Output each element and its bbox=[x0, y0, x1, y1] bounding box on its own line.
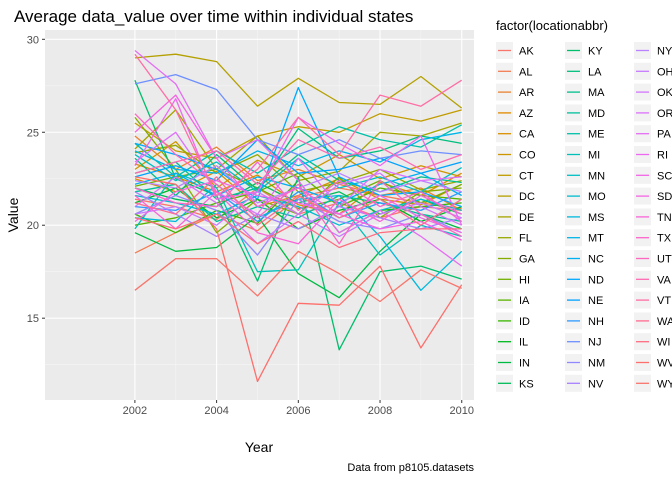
legend-label: OR bbox=[657, 108, 672, 120]
legend-label: MA bbox=[588, 87, 605, 99]
legend-label: CA bbox=[519, 129, 535, 141]
legend-label: OK bbox=[657, 87, 672, 99]
legend-label: ND bbox=[588, 274, 604, 286]
legend-label: IA bbox=[519, 295, 530, 307]
series-line-nv bbox=[134, 191, 462, 238]
series-line-wi bbox=[134, 213, 462, 249]
y-axis-title: Value bbox=[5, 197, 21, 232]
legend-label: MI bbox=[588, 150, 600, 162]
x-axis-title: Year bbox=[245, 439, 274, 455]
legend-title: factor(locationabbr) bbox=[496, 18, 608, 33]
legend-label: MO bbox=[588, 191, 606, 203]
legend-label: NJ bbox=[588, 337, 601, 349]
series-line-nj bbox=[134, 73, 462, 159]
series-line-ut bbox=[134, 113, 463, 245]
y-tick-label: 25 bbox=[27, 127, 39, 139]
series-line-dc bbox=[134, 53, 463, 109]
series-line-mi bbox=[134, 172, 462, 273]
y-tick-label: 15 bbox=[27, 313, 39, 325]
series-line-va bbox=[134, 139, 462, 185]
legend-label: OH bbox=[657, 66, 672, 78]
legend-label: NE bbox=[588, 295, 603, 307]
legend-label: WI bbox=[657, 337, 670, 349]
series-line-ok bbox=[134, 172, 462, 245]
legend-label: FL bbox=[519, 233, 532, 245]
x-tick-label: 2006 bbox=[286, 405, 310, 417]
legend-label: DC bbox=[519, 191, 535, 203]
legend-label: WV bbox=[657, 358, 672, 370]
legend-label: UT bbox=[657, 254, 672, 266]
series-line-nd bbox=[134, 86, 462, 208]
x-axis: 2002 2004 2006 2008 2010 bbox=[123, 400, 474, 417]
x-tick-label: 2004 bbox=[204, 405, 228, 417]
series-line-tn bbox=[134, 191, 462, 245]
series-line-sd bbox=[134, 94, 462, 241]
legend-label: SC bbox=[657, 170, 672, 182]
legend-label: AR bbox=[519, 87, 534, 99]
legend-label: NH bbox=[588, 316, 604, 328]
legend-label: TX bbox=[657, 233, 672, 245]
legend: AK AL AR AZ CA CO CT DC DE FL GA HI IA ID IL IN KS KY LA MA… bbox=[496, 42, 672, 392]
legend-label: VT bbox=[657, 295, 671, 307]
series-line-pa bbox=[134, 49, 463, 267]
legend-label: NV bbox=[588, 378, 604, 390]
legend-label: MS bbox=[588, 212, 605, 224]
legend-label: AL bbox=[519, 66, 532, 78]
series-line-wy bbox=[134, 250, 462, 303]
legend-label: AK bbox=[519, 46, 534, 58]
x-tick-label: 2002 bbox=[123, 405, 147, 417]
series-line-wv bbox=[134, 176, 463, 383]
legend-label: PA bbox=[657, 129, 672, 141]
legend-label: ME bbox=[588, 129, 605, 141]
legend-label: NY bbox=[657, 46, 672, 58]
legend-label: ID bbox=[519, 316, 530, 328]
x-tick-label: 2008 bbox=[368, 405, 392, 417]
legend-label: KS bbox=[519, 378, 534, 390]
y-tick-label: 20 bbox=[27, 220, 39, 232]
series-line-vt bbox=[134, 53, 463, 197]
legend-label: VA bbox=[657, 274, 672, 286]
legend-label: MN bbox=[588, 170, 605, 182]
series-line-sc bbox=[134, 179, 462, 234]
legend-label: IN bbox=[519, 358, 530, 370]
series-line-me bbox=[134, 124, 463, 178]
legend-label: KY bbox=[588, 46, 603, 58]
series-line-ne bbox=[134, 139, 462, 182]
series-line-la bbox=[134, 127, 462, 197]
series-line-ct bbox=[134, 109, 462, 159]
chart-caption: Data from p8105.datasets bbox=[347, 462, 474, 474]
legend-label: HI bbox=[519, 274, 530, 286]
legend-label: WY bbox=[657, 378, 672, 390]
series-line-or bbox=[134, 131, 462, 215]
legend-label: TN bbox=[657, 212, 672, 224]
legend-label: CO bbox=[519, 150, 536, 162]
legend-label: CT bbox=[519, 170, 534, 182]
series-line-nm bbox=[134, 194, 462, 256]
y-tick-label: 30 bbox=[27, 34, 39, 46]
legend-label: NM bbox=[588, 358, 605, 370]
major-gridlines bbox=[45, 30, 474, 400]
series-line-tx bbox=[134, 161, 463, 223]
legend-label: RI bbox=[657, 150, 668, 162]
legend-label: NC bbox=[588, 254, 604, 266]
series-line-wa bbox=[134, 176, 463, 226]
y-axis: 15 20 25 30 bbox=[27, 34, 45, 325]
legend-label: SD bbox=[657, 191, 672, 203]
legend-label: IL bbox=[519, 337, 528, 349]
legend-label: LA bbox=[588, 66, 602, 78]
legend-label: MD bbox=[588, 108, 605, 120]
series-lines bbox=[134, 49, 463, 383]
legend-label: AZ bbox=[519, 108, 533, 120]
series-line-in bbox=[134, 213, 462, 299]
chart-title: Average data_value over time within indi… bbox=[14, 7, 413, 26]
legend-label: GA bbox=[519, 254, 536, 266]
legend-label: WA bbox=[657, 316, 672, 328]
x-tick-label: 2010 bbox=[450, 405, 474, 417]
legend-label: MT bbox=[588, 233, 604, 245]
legend-label: DE bbox=[519, 212, 534, 224]
series-line-ky bbox=[134, 79, 462, 351]
